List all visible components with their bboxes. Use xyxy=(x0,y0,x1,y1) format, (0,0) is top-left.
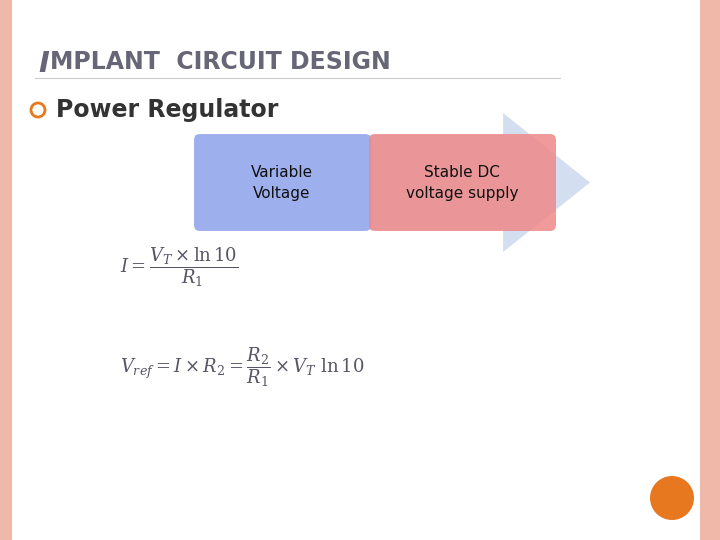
Text: $V_{ref} = I \times R_2 = \dfrac{R_2}{R_1} \times V_T\ \ln 10$: $V_{ref} = I \times R_2 = \dfrac{R_2}{R_… xyxy=(120,345,364,389)
Polygon shape xyxy=(195,113,590,252)
Text: $I = \dfrac{V_T \times \ln 10}{R_1}$: $I = \dfrac{V_T \times \ln 10}{R_1}$ xyxy=(120,245,238,289)
Circle shape xyxy=(650,476,694,520)
Text: MPLANT  CIRCUIT DESIGN: MPLANT CIRCUIT DESIGN xyxy=(50,50,391,74)
Text: Stable DC
voltage supply: Stable DC voltage supply xyxy=(406,165,518,201)
Text: I: I xyxy=(38,50,49,78)
Bar xyxy=(700,0,720,540)
Text: Variable
Voltage: Variable Voltage xyxy=(251,165,313,201)
Text: Power Regulator: Power Regulator xyxy=(56,98,279,122)
Bar xyxy=(0,0,12,540)
FancyBboxPatch shape xyxy=(369,134,556,231)
FancyBboxPatch shape xyxy=(194,134,371,231)
